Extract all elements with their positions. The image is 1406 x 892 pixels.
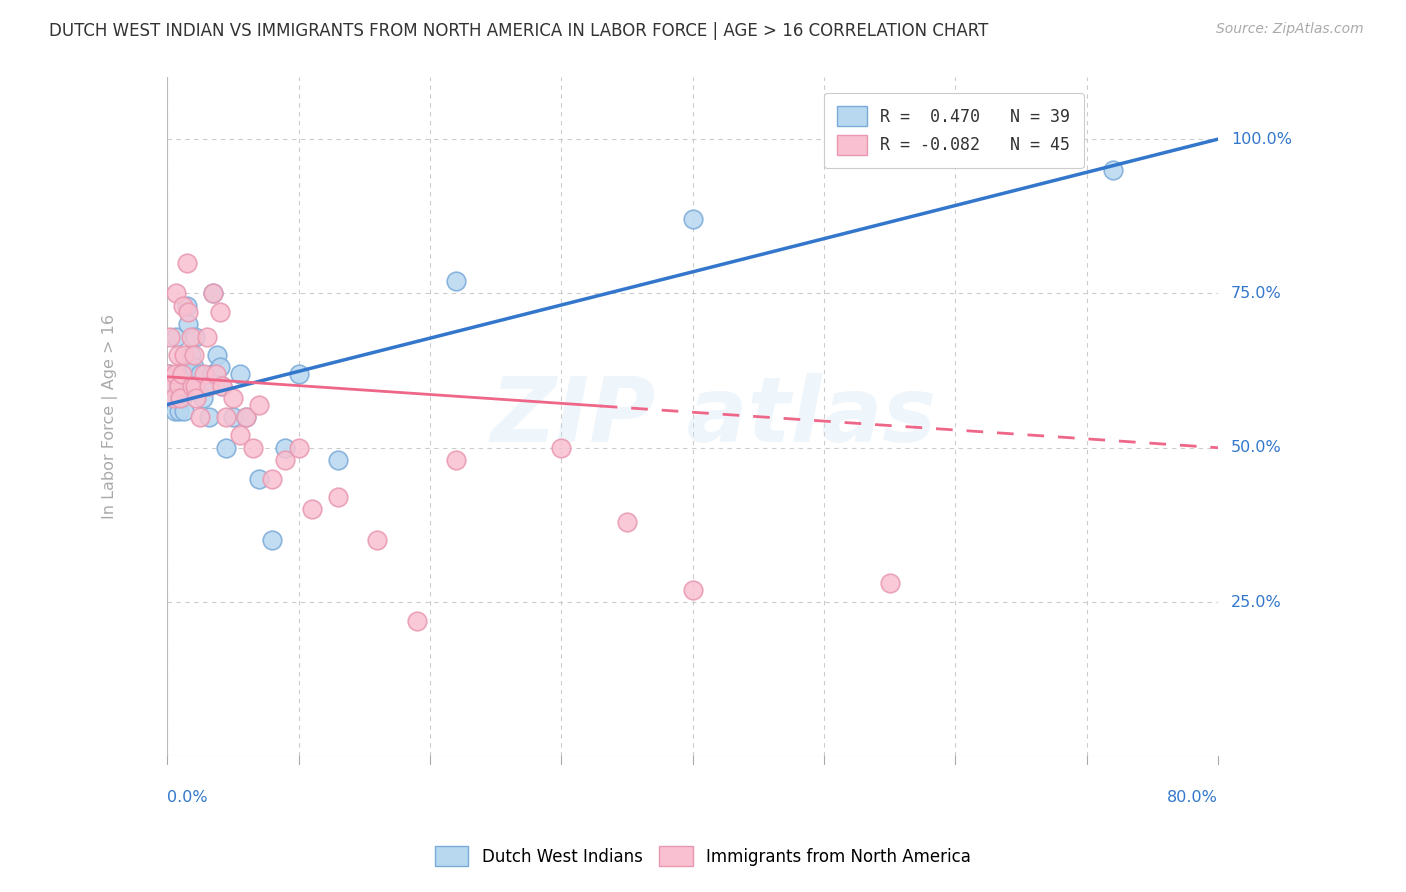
Point bbox=[444, 274, 467, 288]
Point bbox=[173, 348, 195, 362]
Point bbox=[215, 441, 238, 455]
Text: 50.0%: 50.0% bbox=[1232, 441, 1282, 455]
Point bbox=[262, 533, 284, 548]
Point bbox=[170, 392, 193, 406]
Legend: Dutch West Indians, Immigrants from North America: Dutch West Indians, Immigrants from Nort… bbox=[427, 838, 979, 875]
Point bbox=[242, 441, 264, 455]
Point bbox=[195, 329, 218, 343]
Point bbox=[262, 472, 284, 486]
Point bbox=[198, 379, 221, 393]
Point bbox=[181, 367, 204, 381]
Point bbox=[444, 453, 467, 467]
Point bbox=[222, 392, 245, 406]
Point bbox=[193, 367, 215, 381]
Point bbox=[228, 367, 250, 381]
Point bbox=[235, 409, 257, 424]
Point bbox=[157, 367, 180, 381]
Point bbox=[201, 367, 224, 381]
Point bbox=[616, 515, 638, 529]
Point bbox=[366, 533, 388, 548]
Point bbox=[167, 403, 190, 417]
Point bbox=[172, 299, 194, 313]
Point bbox=[274, 441, 297, 455]
Point bbox=[181, 379, 204, 393]
Point bbox=[177, 318, 200, 332]
Point bbox=[1102, 163, 1125, 178]
Point bbox=[205, 367, 228, 381]
Point bbox=[188, 409, 211, 424]
Point bbox=[162, 392, 184, 406]
Point bbox=[550, 441, 572, 455]
Text: In Labor Force | Age > 16: In Labor Force | Age > 16 bbox=[101, 314, 118, 519]
Point bbox=[211, 379, 233, 393]
Point bbox=[169, 392, 191, 406]
Point bbox=[165, 403, 187, 417]
Point bbox=[195, 379, 218, 393]
Text: 75.0%: 75.0% bbox=[1232, 286, 1282, 301]
Point bbox=[198, 409, 221, 424]
Point bbox=[222, 409, 245, 424]
Text: ZIP atlas: ZIP atlas bbox=[491, 373, 936, 461]
Point bbox=[166, 329, 188, 343]
Point bbox=[202, 286, 225, 301]
Point bbox=[163, 392, 186, 406]
Point bbox=[188, 367, 211, 381]
Point bbox=[215, 409, 238, 424]
Point bbox=[405, 614, 427, 628]
Point bbox=[166, 379, 188, 393]
Point bbox=[177, 305, 200, 319]
Point bbox=[160, 379, 183, 393]
Point bbox=[166, 348, 188, 362]
Point bbox=[879, 576, 901, 591]
Point bbox=[159, 329, 181, 343]
Point bbox=[169, 367, 191, 381]
Point bbox=[235, 409, 257, 424]
Point bbox=[176, 255, 198, 269]
Point bbox=[274, 453, 297, 467]
Point bbox=[326, 490, 349, 504]
Point bbox=[326, 453, 349, 467]
Point bbox=[167, 379, 190, 393]
Point bbox=[170, 367, 193, 381]
Text: 80.0%: 80.0% bbox=[1167, 790, 1218, 805]
Text: 25.0%: 25.0% bbox=[1232, 594, 1282, 609]
Point bbox=[682, 212, 704, 227]
Point bbox=[180, 348, 202, 362]
Point bbox=[208, 305, 231, 319]
Point bbox=[228, 428, 250, 442]
Point bbox=[287, 441, 309, 455]
Point bbox=[202, 286, 225, 301]
Point bbox=[173, 403, 195, 417]
Text: Source: ZipAtlas.com: Source: ZipAtlas.com bbox=[1216, 22, 1364, 37]
Point bbox=[247, 472, 270, 486]
Point bbox=[172, 379, 194, 393]
Point bbox=[160, 379, 183, 393]
Text: DUTCH WEST INDIAN VS IMMIGRANTS FROM NORTH AMERICA IN LABOR FORCE | AGE > 16 COR: DUTCH WEST INDIAN VS IMMIGRANTS FROM NOR… bbox=[49, 22, 988, 40]
Point bbox=[247, 398, 270, 412]
Point bbox=[301, 502, 323, 516]
Point bbox=[191, 392, 214, 406]
Point bbox=[205, 348, 228, 362]
Point bbox=[682, 582, 704, 597]
Point bbox=[184, 329, 207, 343]
Point bbox=[180, 329, 202, 343]
Point bbox=[165, 367, 187, 381]
Point bbox=[287, 367, 309, 381]
Text: 100.0%: 100.0% bbox=[1232, 132, 1292, 146]
Legend: R =  0.470   N = 39, R = -0.082   N = 45: R = 0.470 N = 39, R = -0.082 N = 45 bbox=[824, 93, 1084, 169]
Point bbox=[186, 379, 208, 393]
Point bbox=[183, 348, 205, 362]
Point bbox=[211, 379, 233, 393]
Point bbox=[184, 379, 207, 393]
Point bbox=[186, 392, 208, 406]
Point bbox=[157, 367, 180, 381]
Point bbox=[183, 360, 205, 375]
Point bbox=[208, 360, 231, 375]
Point bbox=[166, 286, 188, 301]
Point bbox=[176, 299, 198, 313]
Text: 0.0%: 0.0% bbox=[167, 790, 208, 805]
